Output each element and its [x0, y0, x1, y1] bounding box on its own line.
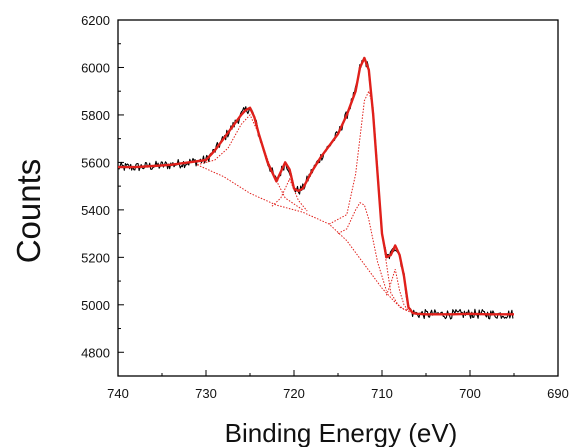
x-tick-label: 690 — [547, 386, 569, 401]
y-tick-label: 5000 — [81, 298, 110, 313]
y-tick-label: 6000 — [81, 60, 110, 75]
series-fit-envelope-line — [118, 56, 514, 316]
x-tick-label: 740 — [107, 386, 129, 401]
x-tick-label: 720 — [283, 386, 305, 401]
y-axis-title: Counts — [10, 159, 47, 264]
y-tick-label: 5400 — [81, 203, 110, 218]
series-component-peak-line — [197, 114, 304, 211]
series-component-peak-line — [271, 177, 308, 212]
series-background-line — [196, 164, 413, 314]
series-component-peak-line — [337, 202, 387, 291]
y-tick-label: 5600 — [81, 155, 110, 170]
y-tick-label: 6200 — [81, 13, 110, 28]
x-tick-label: 710 — [371, 386, 393, 401]
plot-border — [117, 19, 559, 377]
plot-frame — [117, 19, 559, 377]
x-axis-title: Binding Energy (eV) — [225, 418, 458, 447]
y-tick-label: 5200 — [81, 250, 110, 265]
x-tick-label: 700 — [459, 386, 481, 401]
y-tick-label: 5800 — [81, 108, 110, 123]
series-layer — [117, 56, 514, 320]
series-raw-data-line — [117, 56, 514, 320]
y-tick-label: 4800 — [81, 345, 110, 360]
x-tick-label: 730 — [195, 386, 217, 401]
x-axis-ticks: 740 730 720 710 700 690 — [107, 370, 569, 401]
y-axis-ticks: 4800 5000 5200 5400 5600 5800 6000 6200 — [81, 13, 124, 377]
